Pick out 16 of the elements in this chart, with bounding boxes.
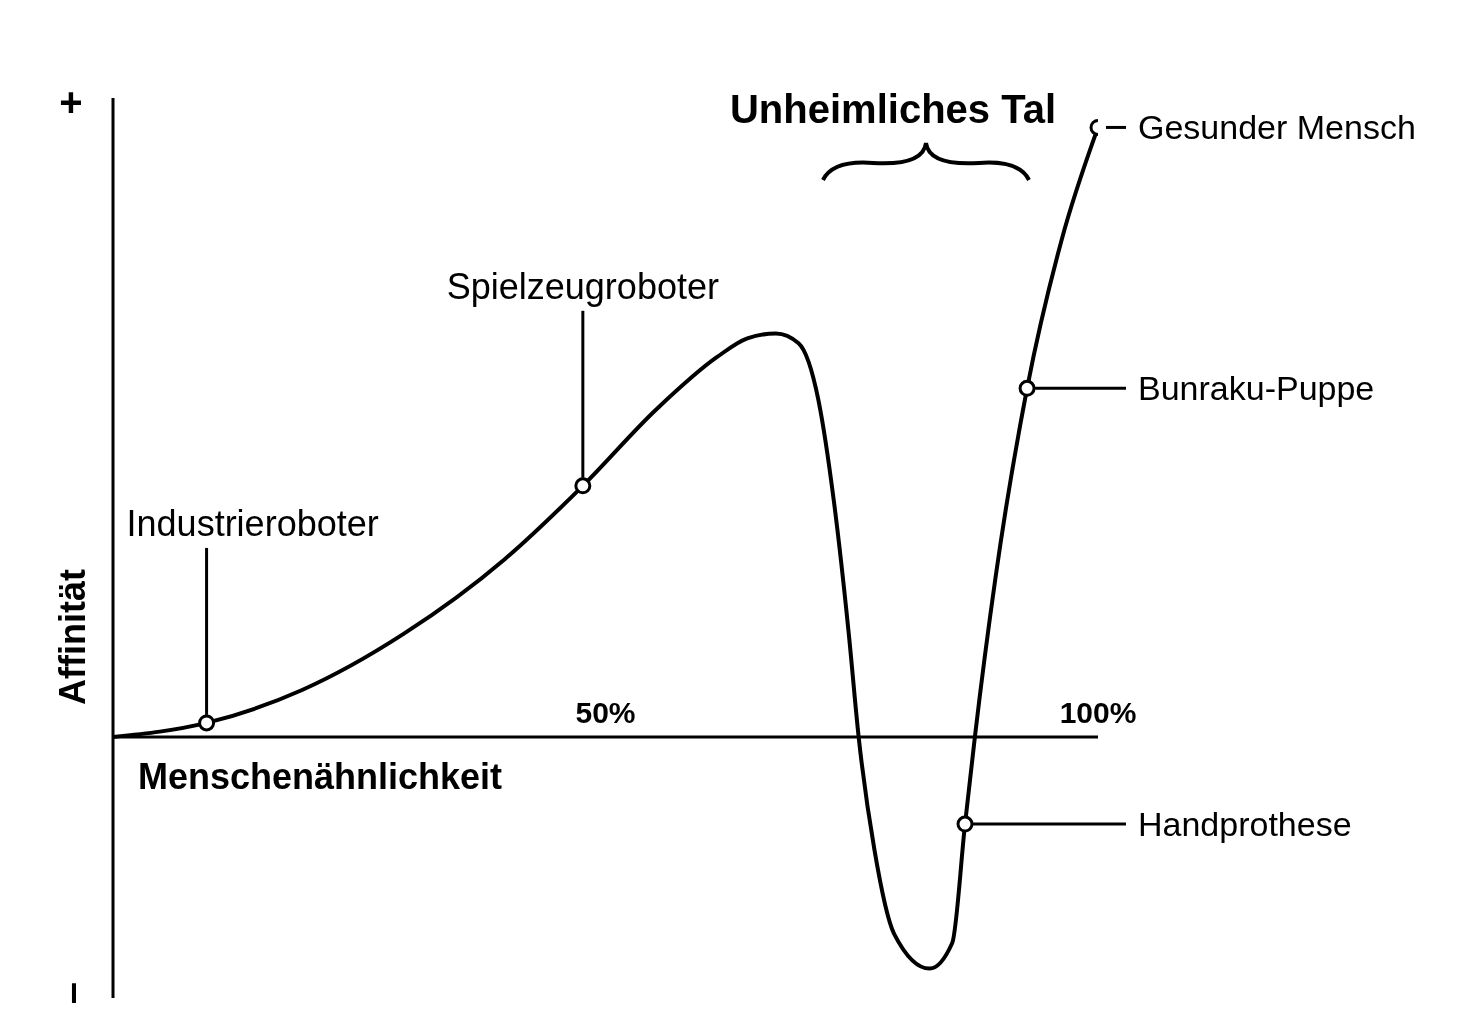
point [574,477,592,495]
annotation: Unheimliches Tal [729,87,1057,131]
annotation: Gesunder Mensch [1138,108,1416,147]
point [198,714,216,732]
annotation: Spielzeugroboter [446,265,719,307]
annotation: Industrieroboter [126,502,379,544]
x-tick-label: 50% [575,695,636,729]
point [1018,379,1036,397]
x-axis-title: Menschenähnlichkeit [138,755,503,797]
x-tick-label: 100% [1059,695,1137,729]
text: Handprothese [1138,805,1352,844]
text: Bunraku-Puppe [1138,369,1375,408]
point [956,815,974,833]
text: + [59,80,83,124]
text: – [49,981,93,1005]
y-axis-title: Affinität [52,568,93,705]
